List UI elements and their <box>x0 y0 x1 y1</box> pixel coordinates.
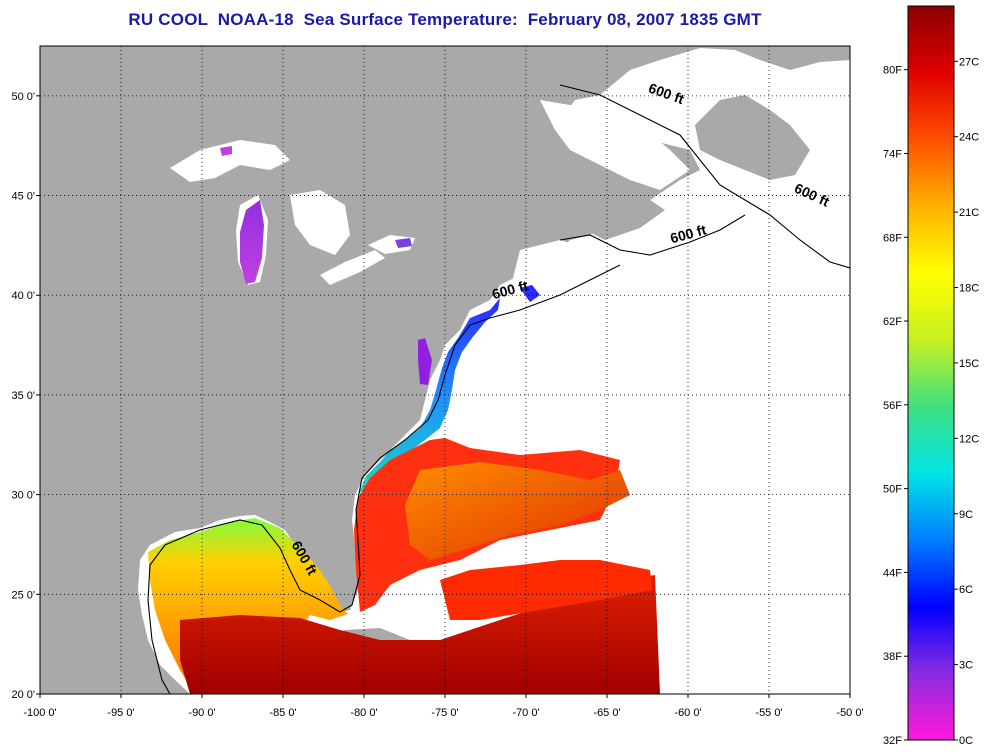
colorbar-label-fahrenheit: 62F <box>883 316 902 328</box>
lon-tick-label: -65 0' <box>593 707 620 719</box>
lat-tick-label: 30 0' <box>11 490 35 502</box>
map-title: RU COOL NOAA-18 Sea Surface Temperature:… <box>128 10 762 29</box>
colorbar-label-fahrenheit: 38F <box>883 651 902 663</box>
lake-michigan-sst <box>240 200 264 284</box>
lat-tick-label: 50 0' <box>11 91 35 103</box>
colorbar-label-fahrenheit: 32F <box>883 735 902 747</box>
lat-tick-label: 40 0' <box>11 290 35 302</box>
map-gridlines <box>40 46 850 694</box>
caribbean-sst <box>180 575 660 694</box>
lon-tick-label: -55 0' <box>755 707 782 719</box>
colorbar-gradient <box>907 5 955 741</box>
colorbar-label-fahrenheit: 44F <box>883 567 902 579</box>
lat-tick-label: 25 0' <box>11 589 35 601</box>
colorbar-label-celsius: 24C <box>959 132 979 144</box>
lon-tick-label: -95 0' <box>107 707 134 719</box>
lat-tick-label: 35 0' <box>11 390 35 402</box>
lon-tick-label: -85 0' <box>269 707 296 719</box>
lake-superior <box>170 140 290 182</box>
colorbar-label-celsius: 12C <box>959 433 979 445</box>
lake-ontario-sst <box>395 238 412 248</box>
lake-erie <box>320 250 385 285</box>
colorbar-label-celsius: 9C <box>959 509 973 521</box>
colorbar-label-celsius: 6C <box>959 584 973 596</box>
colorbar-label-celsius: 3C <box>959 660 973 672</box>
lat-tick-label: 45 0' <box>11 191 35 203</box>
colorbar-label-celsius: 18C <box>959 283 979 295</box>
lon-tick-label: -90 0' <box>188 707 215 719</box>
map-axis-ticks: -100 0' -95 0' -90 0' -85 0' -80 0' -75 0' -70… <box>11 91 863 719</box>
colorbar-label-fahrenheit: 68F <box>883 232 902 244</box>
lake-superior-sst <box>220 146 232 156</box>
lon-tick-label: -75 0' <box>431 707 458 719</box>
colorbar-label-fahrenheit: 50F <box>883 484 902 496</box>
colorbar-label-celsius: 0C <box>959 735 973 747</box>
lon-tick-label: -70 0' <box>512 707 539 719</box>
colorbar-label-celsius: 21C <box>959 207 979 219</box>
colorbar-label-celsius: 27C <box>959 56 979 68</box>
lon-tick-label: -80 0' <box>350 707 377 719</box>
lake-huron <box>290 190 350 255</box>
bahamas-sst <box>440 560 652 620</box>
lon-tick-label: -100 0' <box>23 707 56 719</box>
water-st-lawrence <box>540 100 690 190</box>
colorbar-label-fahrenheit: 56F <box>883 400 902 412</box>
land-newfoundland <box>695 95 810 180</box>
colorbar-label-celsius: 15C <box>959 358 979 370</box>
coastal-sst-band <box>358 298 500 495</box>
water-gulf-of-maine <box>510 240 590 295</box>
land-nova-scotia <box>585 200 665 240</box>
lon-tick-label: -60 0' <box>674 707 701 719</box>
atlantic-warm-sst <box>405 462 630 560</box>
lat-tick-label: 20 0' <box>11 689 35 701</box>
lon-tick-label: -50 0' <box>836 707 863 719</box>
colorbar-label-fahrenheit: 80F <box>883 65 902 77</box>
northeast-sst <box>520 285 540 302</box>
colorbar-label-fahrenheit: 74F <box>883 148 902 160</box>
temperature-colorbar: 0C 3C 6C 9C 12C 15C 18C 21C 24C 27C 32F 38F 44F 50F 56… <box>883 5 979 747</box>
chesapeake-sst <box>418 338 432 385</box>
